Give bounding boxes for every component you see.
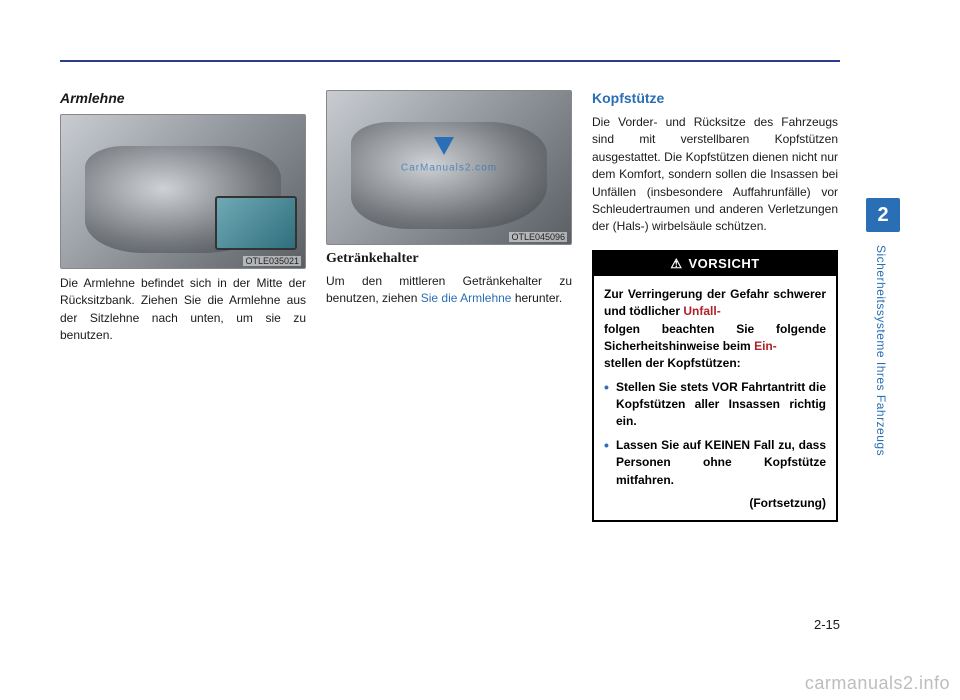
top-rule: [60, 60, 840, 62]
armrest-inset-detail: [215, 196, 297, 250]
caution-red-text: Ein: [754, 339, 773, 353]
content-columns: Armlehne OTLE035021 Die Armlehne befinde…: [60, 90, 840, 522]
text-part: herunter.: [511, 291, 562, 305]
chapter-tab: 2: [866, 198, 900, 232]
text-part: stellen der Kopfstützen:: [604, 356, 741, 370]
armrest-title: Armlehne: [60, 90, 306, 106]
cupholder-figure: CarManuals2.com OTLE045096: [326, 90, 572, 245]
caution-body: Zur Verringerung der Gefahr schwerer und…: [594, 276, 836, 521]
caution-red-text: Unfall: [683, 304, 716, 318]
headrest-body: Die Vorder- und Rücksitze des Fahrzeugs …: [592, 114, 838, 236]
column-1: Armlehne OTLE035021 Die Armlehne befinde…: [60, 90, 306, 522]
caution-bullet: Stellen Sie stets VOR Fahrtantritt die K…: [604, 379, 826, 431]
caution-intro: Zur Verringerung der Gefahr schwerer und…: [604, 286, 826, 373]
page-number: 2-15: [814, 617, 840, 632]
hyphen: -: [717, 304, 721, 318]
caution-box: VORSICHT Zur Verringerung der Gefahr sch…: [592, 250, 838, 523]
armrest-figure: OTLE035021: [60, 114, 306, 269]
figure-code: OTLE035021: [243, 256, 301, 266]
cupholder-title: Getränkehalter: [326, 251, 572, 267]
down-arrow-icon: [434, 137, 454, 155]
chapter-side-label: Sicherheitssysteme Ihres Fahrzeugs: [868, 245, 888, 456]
figure-code: OTLE045096: [509, 232, 567, 242]
caution-heading: VORSICHT: [594, 252, 836, 276]
source-watermark: CarManuals2.com: [401, 162, 497, 173]
headrest-title: Kopfstütze: [592, 90, 838, 106]
cupholder-body: Um den mittleren Getränkehalter zu benut…: [326, 273, 572, 308]
site-watermark: carmanuals2.info: [805, 673, 950, 694]
link-styled-text: Sie die Armlehne: [421, 291, 512, 305]
column-3: Kopfstütze Die Vorder- und Rücksitze des…: [592, 90, 838, 522]
manual-page: Armlehne OTLE035021 Die Armlehne befinde…: [60, 60, 900, 640]
armrest-body: Die Armlehne befindet sich in der Mitte …: [60, 275, 306, 345]
caution-bullet: Lassen Sie auf KEINEN Fall zu, dass Pers…: [604, 437, 826, 489]
text-part: folgen beachten Sie folgende Sicherheits…: [604, 322, 826, 353]
hyphen: -: [773, 339, 777, 353]
caution-continued: (Fortsetzung): [604, 495, 826, 512]
column-2: CarManuals2.com OTLE045096 Getränkehalte…: [326, 90, 572, 522]
caution-bullet-list: Stellen Sie stets VOR Fahrtantritt die K…: [604, 379, 826, 489]
